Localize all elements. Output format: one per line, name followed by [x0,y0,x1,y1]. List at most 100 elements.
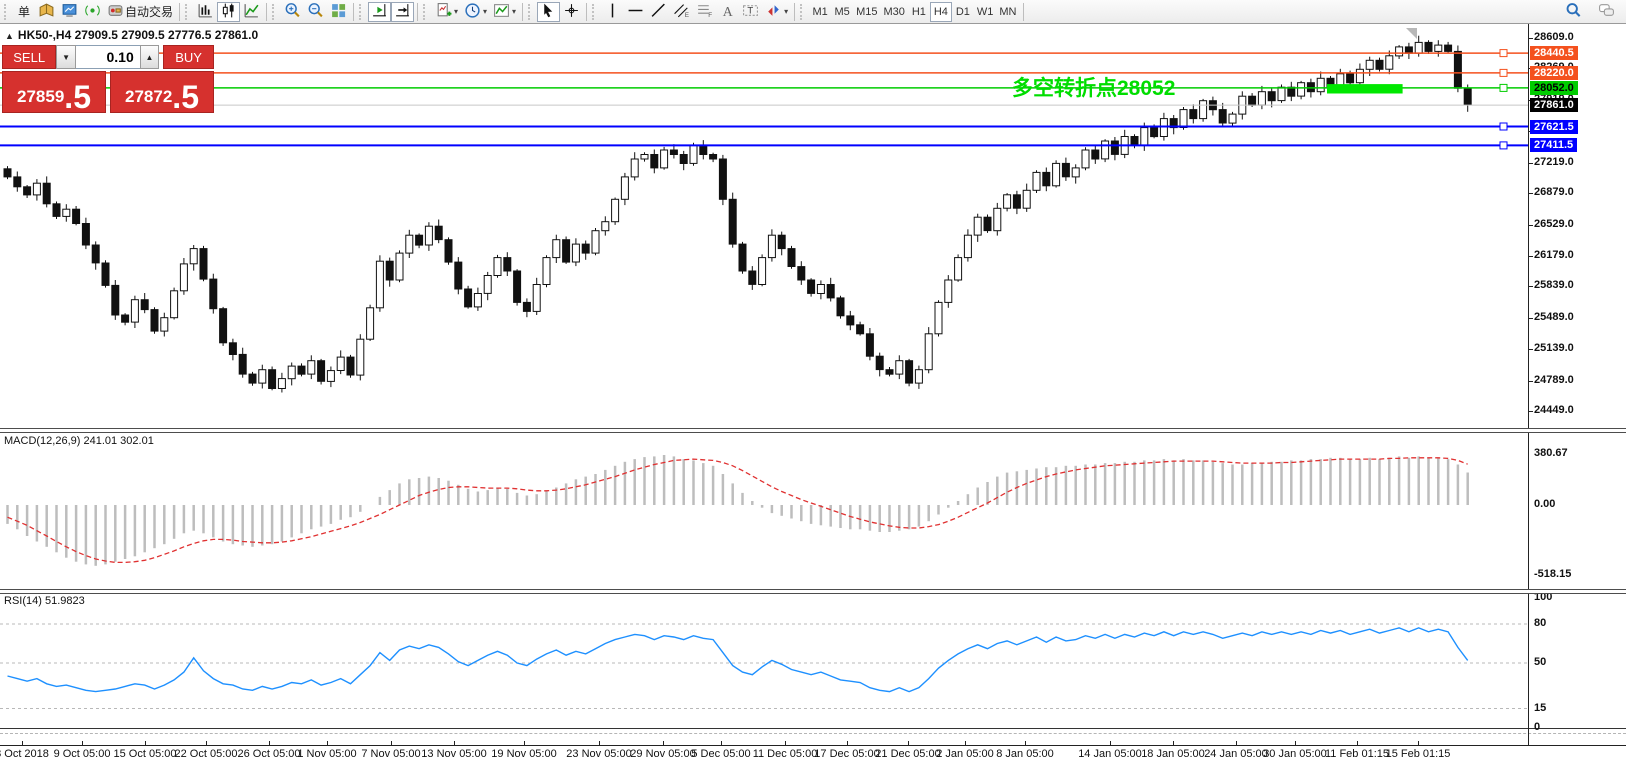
chat-button[interactable] [1595,2,1618,22]
pane-separator[interactable] [0,589,1626,594]
autotrading-button-label: 自动交易 [125,5,174,19]
chevron-down-icon[interactable]: ▾ [483,7,488,16]
toolbar-group-handle[interactable] [185,3,191,20]
autotrading-button[interactable]: 自动交易 [104,2,176,22]
text-button[interactable]: A [716,2,739,22]
price-line-label[interactable]: 28052.0 [1530,81,1578,95]
tf-mn-button-label: MN [999,5,1017,18]
pane-separator[interactable] [0,428,1626,433]
collapse-icon[interactable]: ▲ [5,31,14,41]
price-tick [1528,193,1533,194]
time-tick [206,741,207,745]
trendline-button[interactable] [647,2,670,22]
horizontal-line-button[interactable] [624,2,647,22]
sell-button[interactable]: SELL [2,45,57,69]
tf-m5-button[interactable]: M5 [831,2,853,22]
tf-w1-button[interactable]: W1 [974,2,997,22]
price-line-label[interactable]: 27411.5 [1530,138,1578,152]
tf-m30-button[interactable]: M30 [880,2,907,22]
time-axis-label: 21 Dec 05:00 [875,748,941,760]
toolbar-group-handle[interactable] [528,3,534,20]
line-chart-button[interactable] [240,2,263,22]
price-tick [1528,38,1533,39]
price-tick-label: 27219.0 [1534,156,1574,168]
new-chart-button[interactable]: ▾ [432,2,461,22]
buy-price-box[interactable]: 27872.5 [110,71,214,113]
tf-mn-button[interactable]: MN [996,2,1019,22]
volume-input[interactable] [75,45,140,69]
chevron-down-icon[interactable]: ▾ [454,7,459,16]
time-axis-label: 15 Oct 05:00 [113,748,177,760]
tile-windows-button[interactable] [327,2,350,22]
cursor-icon [540,2,557,22]
auto-scroll-button[interactable] [368,1,392,22]
tf-m1-button[interactable]: M1 [809,2,831,22]
sell-price-box[interactable]: 27859.5 [2,71,106,113]
search-button[interactable] [1562,2,1585,22]
time-axis-label: 23 Nov 05:00 [566,748,632,760]
book-button[interactable] [35,2,58,22]
line-chart-icon [243,2,260,22]
tile-windows-icon [330,2,347,22]
chart-title: HK50-,H4 27909.5 27909.5 27776.5 27861.0 [17,28,259,42]
macd-axis-label: 0.00 [1534,498,1556,510]
price-line-label[interactable]: 27621.5 [1530,120,1578,134]
sell-price: 27859 [17,87,65,106]
toolbar: 单 自动交易 ▾ ▾ ▾ E F A T ▾ M1 M5 M15 M30 H1 H4 D1 W1 MN [0,0,1626,24]
bar-chart-button[interactable] [194,2,217,22]
indicators-button[interactable]: ▾ [490,2,519,22]
chevron-down-icon[interactable]: ▾ [784,7,789,16]
vertical-line-button[interactable] [601,2,624,22]
channel-button[interactable]: E [670,2,693,22]
macd-axis-label: 380.67 [1534,447,1568,459]
cursor-button[interactable] [537,1,561,22]
main-chart-canvas[interactable] [0,24,1528,428]
toolbar-separator [1022,2,1024,21]
toolbar-separator [417,2,419,21]
buy-button[interactable]: BUY [163,45,215,69]
volume-decrease-button[interactable]: ▼ [56,45,76,69]
price-line-label[interactable]: 28220.0 [1530,66,1578,80]
time-axis-label: 30 Jan 05:00 [1263,748,1327,760]
chevron-down-icon[interactable]: ▾ [512,7,517,16]
scroll-to-end-marker[interactable] [1406,28,1417,39]
price-line-label[interactable]: 28440.5 [1530,46,1578,60]
volume-increase-button[interactable]: ▲ [139,45,160,69]
toolbar-group-handle[interactable] [423,3,429,20]
signals-button[interactable] [81,2,104,22]
time-tick [721,741,722,745]
label-button[interactable]: T [739,2,762,22]
periods-button[interactable]: ▾ [461,2,490,22]
toolbar-group-handle[interactable] [359,3,365,20]
toolbar-group-handle[interactable] [272,3,278,20]
tf-h1-button[interactable]: H1 [908,2,930,22]
candlestick-button[interactable] [217,1,241,22]
zoom-out-button[interactable] [304,2,327,22]
tf-m15-button[interactable]: M15 [853,2,880,22]
toolbar-group-handle[interactable] [592,3,598,20]
search-icon [1565,2,1582,22]
tf-h4-button[interactable]: H4 [929,1,952,22]
time-tick [524,741,525,745]
time-axis-label: 8 Jan 05:00 [996,748,1054,760]
price-line-label[interactable]: 27861.0 [1530,98,1578,112]
time-axis-dashed-line [0,733,1626,734]
svg-text:F: F [708,11,712,18]
tf-d1-button[interactable]: D1 [952,2,974,22]
fibonacci-button[interactable]: F [693,2,716,22]
rsi-pane-canvas[interactable] [0,593,1528,728]
toolbar-group-handle[interactable] [800,3,806,20]
time-tick [145,741,146,745]
chart-shift-button[interactable] [391,1,415,22]
new-chart-icon [435,2,452,22]
time-axis-label: 11 Dec 05:00 [752,748,818,760]
tf-w1-button-label: W1 [976,5,994,18]
toolbar-group-handle[interactable] [4,3,10,20]
new-order-button[interactable]: 单 [13,2,35,22]
market-watch-button[interactable] [58,2,81,22]
crosshair-button[interactable] [560,2,583,22]
shapes-button[interactable]: ▾ [762,2,791,22]
macd-pane-canvas[interactable] [0,433,1528,588]
zoom-in-button[interactable] [281,2,304,22]
channel-icon: E [673,2,690,22]
